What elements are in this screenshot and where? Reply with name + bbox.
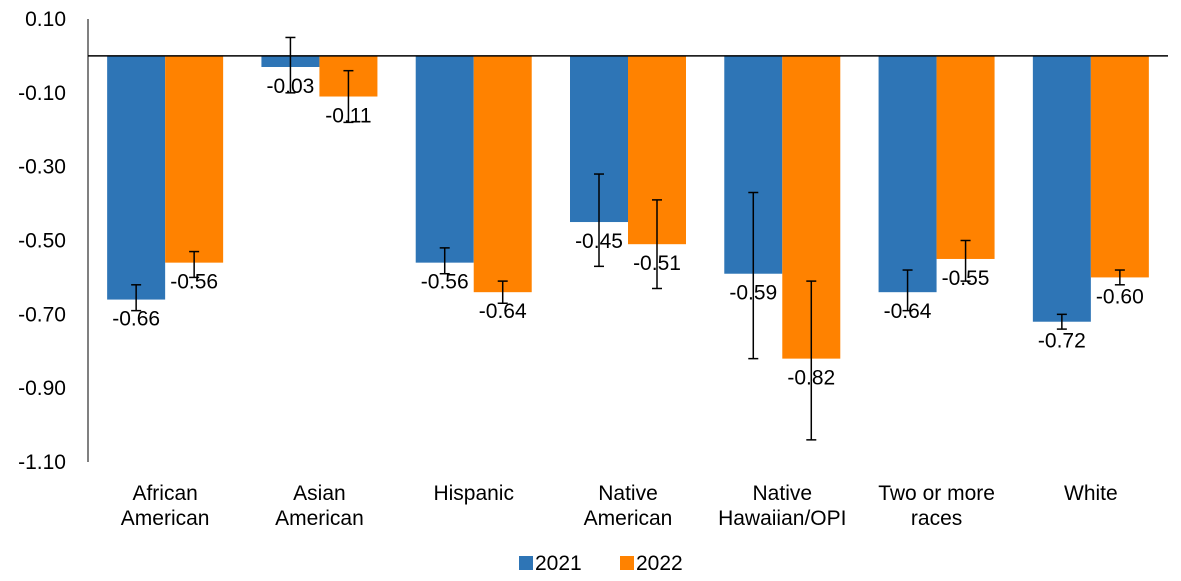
x-category-label: Asian American — [275, 482, 364, 530]
y-axis: 0.10 -0.10 -0.30 -0.50 -0.70 -0.90 -1.10 — [18, 8, 89, 474]
data-label: -0.72 — [1038, 330, 1086, 353]
bar-2021-5 — [878, 55, 937, 293]
bar-2021-0 — [107, 55, 166, 300]
bar-2022-2 — [473, 55, 532, 293]
data-label: -0.64 — [479, 300, 527, 323]
x-category-label: African American — [121, 482, 210, 530]
bar-2022-5 — [936, 55, 995, 259]
data-label: -0.11 — [325, 105, 371, 128]
x-category-label: Two or more races — [878, 482, 995, 530]
x-axis-categories: African American Asian American Hispanic Nati… — [121, 482, 1118, 530]
legend: 2021 2022 — [519, 552, 683, 575]
legend-swatch-2021 — [519, 556, 533, 570]
data-label: -0.56 — [421, 271, 469, 294]
data-label: -0.66 — [112, 308, 160, 331]
x-category-label: Native American — [584, 482, 673, 530]
data-label: -0.56 — [170, 271, 218, 294]
y-tick-label: -0.10 — [18, 82, 66, 105]
y-tick-label: -0.30 — [18, 156, 66, 179]
legend-label: 2022 — [636, 552, 683, 575]
data-label: -0.82 — [787, 367, 835, 390]
bar-2022-0 — [165, 55, 224, 263]
y-tick-label: -0.90 — [18, 377, 66, 400]
data-labels: -0.66 -0.03 -0.56 -0.45 -0.59 -0.64 -0.72 -0.56… — [112, 75, 1144, 390]
x-category-label: Hispanic — [433, 482, 514, 505]
bar-2021-6 — [1032, 55, 1091, 322]
legend-swatch-2022 — [620, 556, 634, 570]
x-category-label: White — [1064, 482, 1118, 505]
y-tick-label: -0.70 — [18, 303, 66, 326]
data-label: -0.45 — [575, 230, 623, 253]
x-category-label: Native Hawaiian/OPI — [718, 482, 846, 530]
y-tick-label: -0.50 — [18, 230, 66, 253]
bars — [107, 55, 1149, 359]
bar-2021-2 — [415, 55, 474, 263]
bar-2022-6 — [1090, 55, 1149, 278]
y-tick-label: 0.10 — [25, 8, 66, 31]
data-label: -0.60 — [1096, 285, 1144, 308]
error-bars — [131, 36, 1125, 441]
data-label: -0.59 — [729, 282, 777, 305]
legend-label: 2021 — [535, 552, 582, 575]
data-label: -0.03 — [266, 75, 314, 98]
data-label: -0.64 — [884, 300, 932, 323]
data-label: -0.55 — [942, 267, 990, 290]
y-tick-label: -1.10 — [18, 451, 66, 474]
data-label: -0.51 — [633, 252, 681, 275]
